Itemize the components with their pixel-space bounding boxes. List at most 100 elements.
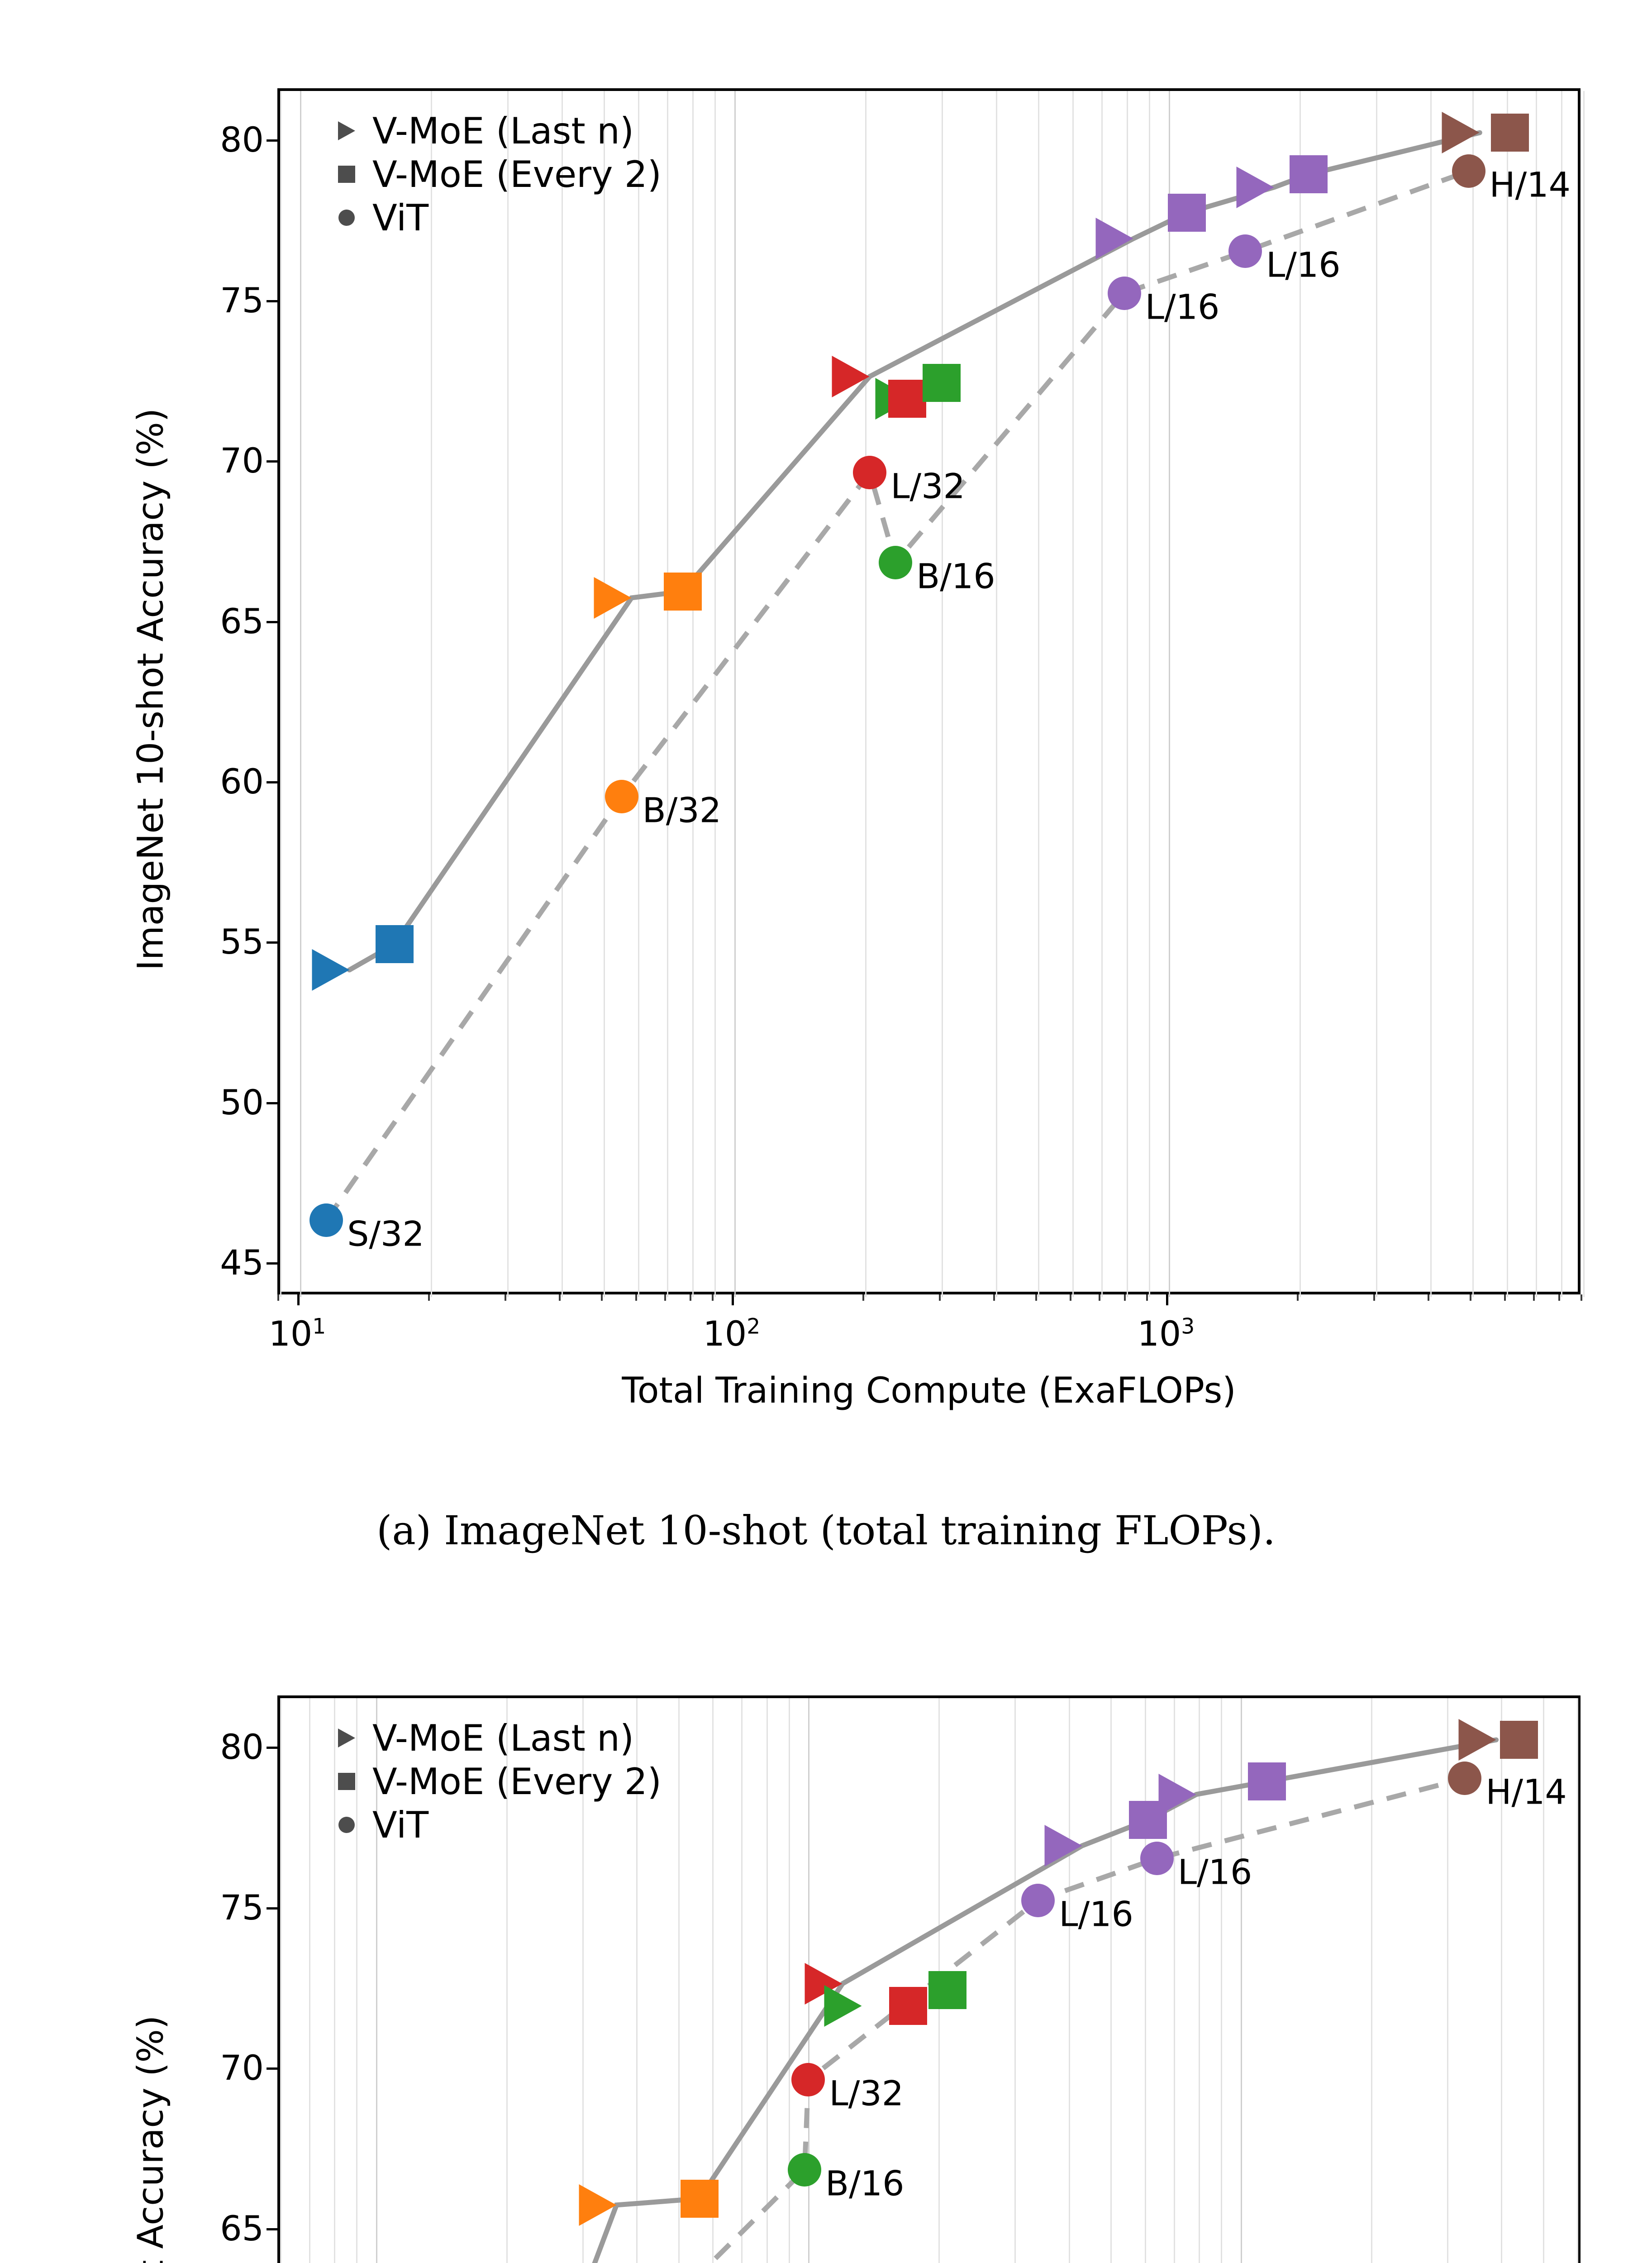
grid-line — [638, 91, 639, 1297]
point-label: L/16 — [1177, 1852, 1252, 1892]
grid-line — [734, 91, 736, 1297]
legend-item-v-moe-last-n[interactable]: V-MoE (Last n) — [329, 109, 662, 153]
legend-item-vit[interactable]: ViT — [329, 196, 662, 239]
point-label: L/32 — [829, 2073, 904, 2114]
y-tick-label: 70 — [220, 2048, 264, 2088]
x-tick-label: 103 — [1137, 1313, 1195, 1354]
grid-line — [309, 1698, 310, 2263]
y-tick-label: 65 — [220, 2208, 264, 2249]
grid-line — [1430, 91, 1432, 1297]
point-label: L/16 — [1145, 286, 1220, 327]
grid-line — [561, 91, 563, 1297]
square-icon — [329, 1773, 364, 1790]
grid-line — [1072, 91, 1074, 1297]
grid-line — [1371, 1698, 1372, 2263]
grid-line — [1376, 91, 1377, 1297]
x-tick-mark — [1146, 1294, 1148, 1301]
legend-label: V-MoE (Last n) — [372, 1717, 634, 1759]
grid-line — [1199, 1698, 1200, 2263]
y-tick-label: 75 — [220, 1887, 264, 1928]
grid-line — [280, 1698, 281, 2263]
triangle-right-icon-L-16 — [1095, 218, 1133, 260]
x-tick-mark — [938, 1294, 941, 1301]
triangle-right-icon-H-14 — [1442, 112, 1480, 154]
y-tick-label: 80 — [220, 1727, 264, 1767]
x-tick-mark — [731, 1294, 734, 1305]
trend-curves — [324, 130, 1482, 1222]
grid-line — [582, 1698, 584, 2263]
grid-line — [300, 91, 301, 1297]
grid-line — [334, 1698, 336, 2263]
legend-item-v-moe-every-2[interactable]: V-MoE (Every 2) — [329, 1760, 662, 1803]
point-label: H/14 — [1485, 1771, 1567, 1812]
x-tick-mark — [862, 1294, 864, 1301]
point-label: B/32 — [642, 790, 722, 831]
grid-line — [603, 91, 605, 1297]
x-tick-mark — [712, 1294, 714, 1301]
y-tick-mark — [267, 1102, 277, 1104]
legend-item-v-moe-last-n[interactable]: V-MoE (Last n) — [329, 1716, 662, 1760]
circle-icon-legend — [338, 210, 355, 226]
x-tick-mark — [1504, 1294, 1506, 1301]
legend-item-v-moe-every-2[interactable]: V-MoE (Every 2) — [329, 153, 662, 196]
grid-line — [430, 91, 432, 1297]
plot-area: S/32B/32L/32B/16L/16L/16H/14V-MoE (Last … — [277, 1695, 1581, 2263]
triangle-right-icon-B-16 — [824, 1985, 862, 2027]
x-tick-mark — [277, 1294, 279, 1301]
y-tick-mark — [267, 1747, 277, 1749]
y-tick-label: 55 — [220, 921, 264, 962]
y-tick-mark — [267, 781, 277, 783]
point-label: L/16 — [1266, 244, 1341, 285]
square-icon-H-14 — [1500, 1721, 1538, 1759]
x-axis-label: Total Training Compute (ExaFLOPs) — [622, 1370, 1236, 1411]
grid-line — [507, 91, 509, 1297]
legend-label: ViT — [372, 196, 429, 239]
circle-icon-L-16 — [1228, 234, 1262, 268]
grid-line — [714, 91, 716, 1297]
grid-line — [1014, 1698, 1016, 2263]
grid-line — [1126, 91, 1128, 1297]
circle-icon-B-32 — [605, 780, 638, 814]
y-tick-mark — [267, 300, 277, 302]
x-tick-mark — [504, 1294, 506, 1301]
x-tick-mark — [1166, 1294, 1168, 1305]
circle-icon-H-14 — [1448, 1762, 1482, 1795]
legend-label: V-MoE (Every 2) — [372, 153, 662, 196]
circle-icon-L-32 — [853, 456, 887, 490]
square-icon-L-16 — [1167, 194, 1206, 232]
point-label: B/16 — [916, 556, 995, 597]
square-icon-legend — [338, 166, 355, 183]
y-tick-label: 70 — [220, 440, 264, 481]
triangle-right-icon-H-14 — [1458, 1719, 1496, 1761]
vit-trend-line — [324, 169, 1470, 1222]
x-tick-mark — [993, 1294, 995, 1301]
x-tick-mark — [664, 1294, 667, 1301]
y-axis-label: ImageNet 10-shot Accuracy (%) — [130, 1693, 171, 2263]
x-tick-mark — [689, 1294, 691, 1301]
point-label: H/14 — [1489, 164, 1571, 205]
x-tick-mark — [1373, 1294, 1375, 1301]
x-tick-mark — [600, 1294, 603, 1301]
square-icon-B-16 — [928, 1971, 967, 2009]
vmoe-trend-line — [592, 1737, 1499, 2263]
circle-icon-B-16 — [879, 545, 913, 579]
grid-line — [1501, 1698, 1503, 2263]
triangle-right-icon — [329, 121, 364, 140]
x-tick-mark — [1124, 1294, 1126, 1301]
x-tick-mark — [1296, 1294, 1299, 1301]
x-tick-mark — [635, 1294, 637, 1301]
square-icon-B-16 — [922, 363, 961, 402]
grid-line — [1506, 91, 1508, 1297]
x-tick-mark — [1035, 1294, 1037, 1301]
point-label: L/32 — [890, 466, 965, 506]
triangle-right-icon-S-32 — [312, 949, 350, 991]
triangle-right-icon-B-32 — [594, 577, 632, 619]
x-tick-mark — [428, 1294, 430, 1301]
x-tick-mark — [1427, 1294, 1429, 1301]
y-tick-mark — [267, 139, 277, 142]
legend-item-vit[interactable]: ViT — [329, 1803, 662, 1847]
circle-icon-L-16 — [1107, 276, 1141, 310]
square-icon-L-16 — [1290, 155, 1328, 194]
triangle-right-icon-legend — [338, 121, 355, 140]
grid-line — [1168, 91, 1170, 1297]
